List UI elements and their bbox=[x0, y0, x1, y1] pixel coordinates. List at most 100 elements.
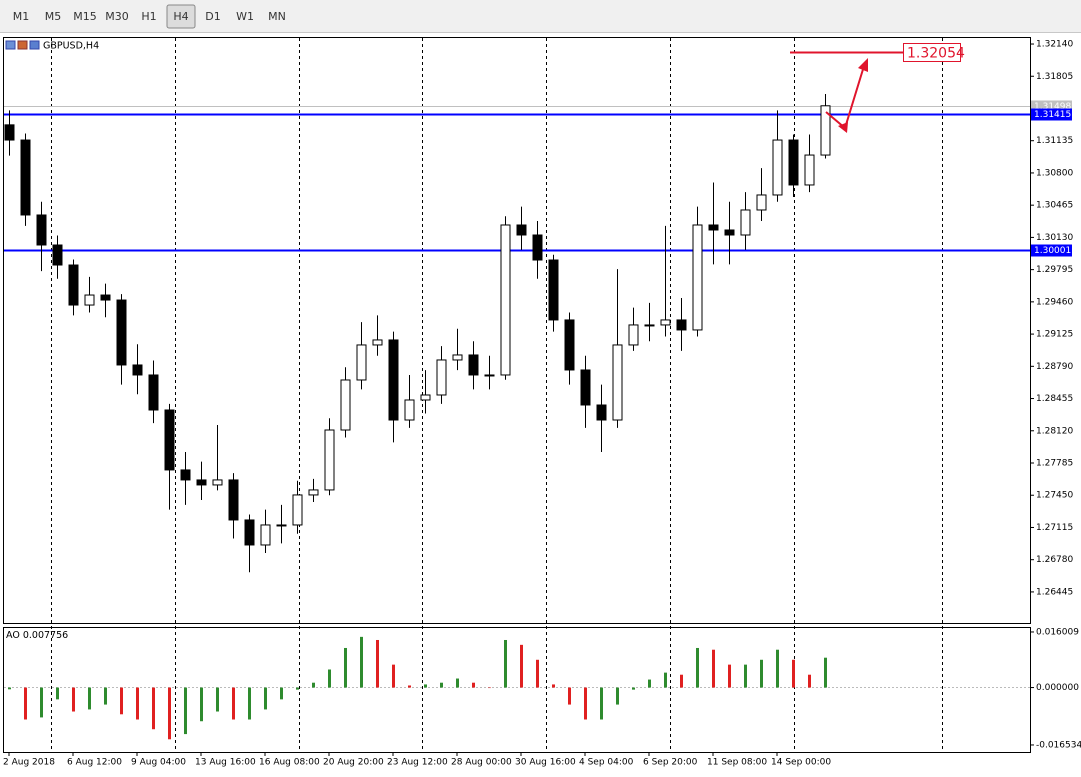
forecast-arrow bbox=[825, 58, 868, 133]
x-tick-label: 30 Aug 16:00 bbox=[515, 758, 576, 768]
x-tick-label: 6 Aug 12:00 bbox=[67, 758, 122, 768]
ao-bar bbox=[248, 687, 251, 720]
candle-body bbox=[164, 409, 175, 471]
candle-body bbox=[484, 374, 495, 377]
ao-bar bbox=[808, 674, 811, 688]
ao-bar bbox=[776, 649, 779, 688]
candle-body bbox=[564, 319, 575, 371]
candle-body bbox=[772, 139, 783, 196]
price-label-box bbox=[1031, 244, 1072, 257]
candle-body bbox=[820, 105, 831, 156]
candle-body bbox=[532, 234, 543, 261]
price-panel bbox=[3, 37, 1031, 624]
candle-body bbox=[52, 244, 63, 266]
ao-bar bbox=[376, 639, 379, 688]
y-tick-label: -0.016534 bbox=[1036, 740, 1081, 750]
ao-bar bbox=[440, 682, 443, 688]
ao-title: AO bbox=[6, 630, 20, 641]
ao-bar bbox=[616, 687, 619, 705]
plot: 1.32140 1.31805 1.31135 1.30800 1.30465 1.301… bbox=[3, 40, 1081, 768]
ao-panel bbox=[3, 627, 1031, 753]
y-tick-label: 1.26780 bbox=[1036, 555, 1073, 565]
ao-bar bbox=[488, 687, 491, 689]
candle-body bbox=[612, 344, 623, 421]
ao-bar bbox=[792, 659, 795, 688]
candle-body bbox=[740, 209, 751, 236]
y-tick-label: 1.27115 bbox=[1036, 523, 1073, 533]
candle-body bbox=[196, 479, 207, 486]
y-tick-label: 1.30465 bbox=[1036, 201, 1073, 211]
timeframe-button[interactable]: H1 bbox=[141, 10, 156, 23]
candle-body bbox=[292, 494, 303, 526]
ao-bar bbox=[568, 687, 571, 705]
ao-bar bbox=[536, 659, 539, 688]
y-tick-label: 1.31135 bbox=[1036, 136, 1073, 146]
ao-bar bbox=[168, 687, 171, 740]
timeframe-button[interactable]: M1 bbox=[13, 10, 30, 23]
ao-bar bbox=[120, 687, 123, 715]
ao-bar bbox=[392, 664, 395, 688]
timeframe-button[interactable]: MN bbox=[268, 10, 286, 23]
candle-body bbox=[116, 299, 127, 366]
ao-bar bbox=[360, 636, 363, 688]
candle-body bbox=[468, 354, 479, 376]
candle-body bbox=[324, 429, 335, 491]
ao-bar bbox=[344, 647, 347, 688]
x-tick-label: 20 Aug 20:00 bbox=[323, 758, 384, 768]
timeframe-button[interactable]: M15 bbox=[73, 10, 97, 23]
candle-body bbox=[596, 404, 607, 421]
x-tick-label: 9 Aug 04:00 bbox=[131, 758, 186, 768]
ao-bar bbox=[8, 687, 11, 690]
candle-body bbox=[676, 319, 687, 331]
ao-label: AO 0.007756 bbox=[6, 630, 68, 641]
active-button[interactable] bbox=[166, 4, 196, 29]
candle-body bbox=[644, 324, 655, 327]
candle-body bbox=[212, 479, 223, 486]
candle-body bbox=[804, 154, 815, 186]
x-tick-label: 6 Sep 20:00 bbox=[643, 758, 698, 768]
candle-body bbox=[228, 479, 239, 521]
x-tick-label: 28 Aug 00:00 bbox=[451, 758, 512, 768]
timeframe-button[interactable]: D1 bbox=[205, 10, 220, 23]
y-tick-label: 1.31805 bbox=[1036, 72, 1073, 82]
candle-body bbox=[100, 294, 111, 301]
arrow-head bbox=[838, 122, 848, 133]
timeframe-button[interactable]: M30 bbox=[105, 10, 129, 23]
ao-bar bbox=[648, 679, 651, 688]
ao-bar bbox=[40, 687, 43, 718]
x-tick-label: 2 Aug 2018 bbox=[3, 758, 55, 768]
chart-icon bbox=[5, 40, 16, 50]
ao-bar bbox=[824, 657, 827, 688]
candle-body bbox=[516, 224, 527, 236]
ao-bar bbox=[232, 687, 235, 720]
candle-body bbox=[244, 519, 255, 546]
candle-body bbox=[436, 359, 447, 396]
y-tick-label: 1.29460 bbox=[1036, 297, 1073, 307]
ao-bar bbox=[424, 684, 427, 688]
ao-bar bbox=[312, 682, 315, 688]
candle-body bbox=[132, 364, 143, 376]
timeframe-button[interactable]: M5 bbox=[45, 10, 62, 23]
timeframe-button[interactable]: W1 bbox=[236, 10, 254, 23]
candle-body bbox=[580, 369, 591, 406]
ao-bar bbox=[664, 672, 667, 688]
candle-body bbox=[452, 354, 463, 361]
y-tick-label: 1.30800 bbox=[1036, 168, 1073, 178]
x-tick-label: 14 Sep 00:00 bbox=[771, 758, 831, 768]
candle-body bbox=[260, 524, 271, 546]
symbol-label: GBPUSD,H4 bbox=[43, 41, 99, 52]
timeframe-button[interactable]: H4 bbox=[173, 10, 188, 23]
x-tick-label: 4 Sep 04:00 bbox=[579, 758, 634, 768]
ao-bar bbox=[552, 684, 555, 688]
x-tick-label: 16 Aug 08:00 bbox=[259, 758, 320, 768]
y-tick-label: 1.32140 bbox=[1036, 40, 1073, 50]
y-tick-label: 1.29795 bbox=[1036, 265, 1073, 275]
y-tick-label: 1.30130 bbox=[1036, 233, 1073, 243]
candle-body bbox=[692, 224, 703, 331]
ao-bar bbox=[632, 687, 635, 690]
candle-body bbox=[36, 214, 47, 246]
y-tick-label: 1.28120 bbox=[1036, 426, 1073, 436]
candle-body bbox=[548, 259, 559, 321]
